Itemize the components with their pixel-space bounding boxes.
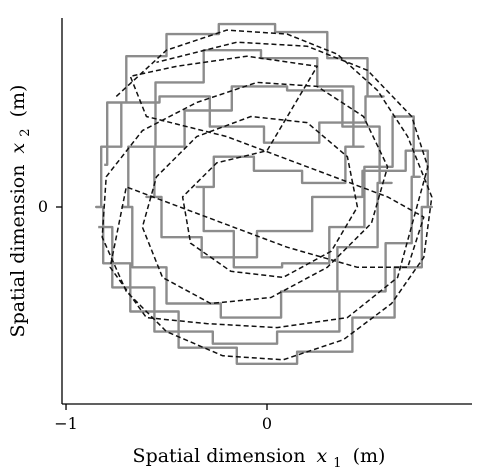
dashed-trajectory-line (101, 29, 433, 361)
gray-trajectory-line (95, 22, 433, 365)
series-layer (95, 22, 433, 365)
x-tick-label: −1 (54, 414, 78, 433)
x-axis-label-var: x (317, 445, 328, 467)
x-axis-label-sub: 1 (333, 456, 341, 471)
y-axis-label-text: Spatial dimension (7, 165, 29, 338)
x-axis-label-text: Spatial dimension (133, 445, 306, 467)
x-axis-label: Spatial dimension x 1 (m) (133, 445, 386, 472)
x-tick-label: 0 (262, 414, 272, 433)
tick-layer: −1 0 0 (38, 197, 272, 433)
y-tick-label: 0 (38, 197, 48, 216)
y-axis-label-sub: 2 (18, 128, 33, 136)
y-axis-label-unit: (m) (7, 85, 29, 118)
y-axis-label-var: x (7, 142, 29, 153)
y-axis-label: Spatial dimension x 2 (m) (7, 85, 34, 338)
x-axis-label-unit: (m) (353, 445, 386, 467)
